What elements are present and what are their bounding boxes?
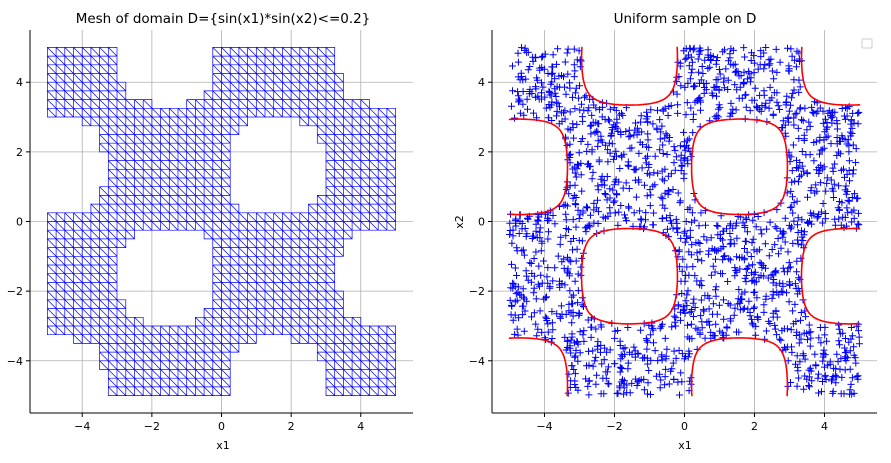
mesh-chart-xtick-label: 2: [288, 420, 295, 433]
mesh-chart-xticks: −4 −2 0 2 4: [74, 413, 364, 433]
sample-chart-boundary: [508, 46, 861, 397]
boundary-curve: [508, 46, 861, 397]
sample-chart-ytick-label: −2: [469, 285, 485, 298]
sample-chart-ytick-label: 4: [478, 76, 485, 89]
mesh-chart-xtick-label: −4: [74, 420, 90, 433]
mesh-chart-panel: Mesh of domain D={sin(x1)*sin(x2)<=0.2} …: [7, 11, 413, 452]
sample-chart-xtick-label: −2: [606, 420, 622, 433]
mesh-chart-xtick-label: 0: [218, 420, 225, 433]
mesh-chart-ytick-label: −4: [7, 355, 23, 368]
mesh-chart-ytick-label: 4: [16, 76, 23, 89]
sample-chart-legend-box: [861, 38, 873, 49]
sample-chart-xtick-label: 2: [751, 420, 758, 433]
mesh-chart-ytick-label: −2: [7, 285, 23, 298]
mesh-chart-xtick-label: 4: [357, 420, 364, 433]
sample-chart-title: Uniform sample on D: [614, 11, 757, 27]
sample-chart-ytick-label: 0: [478, 216, 485, 229]
sample-chart-xtick-label: −4: [536, 420, 552, 433]
mesh-chart-xtick-label: −2: [144, 420, 160, 433]
sample-chart-ytick-label: −4: [469, 355, 485, 368]
mesh-chart-ytick-label: 2: [16, 146, 23, 159]
sample-chart-yticks: −4 −2 0 2 4: [469, 76, 492, 368]
mesh-chart-yticks: −4 −2 0 2 4: [7, 76, 30, 368]
sample-chart-xtick-label: 0: [681, 420, 688, 433]
mesh-chart-x-axis-label: x1: [216, 439, 230, 452]
mesh-chart-ytick-label: 0: [16, 216, 23, 229]
sample-chart-y-axis-label: x2: [453, 215, 466, 229]
sample-chart-xtick-label: 4: [821, 420, 828, 433]
sample-chart-ytick-label: 2: [478, 146, 485, 159]
mesh-chart-mesh: [47, 47, 396, 396]
mesh-chart-title: Mesh of domain D={sin(x1)*sin(x2)<=0.2}: [76, 11, 371, 27]
mesh-triangles: [47, 47, 396, 396]
sample-chart-x-axis-label: x1: [678, 439, 692, 452]
sample-chart-xticks: −4 −2 0 2 4: [536, 413, 828, 433]
sample-chart-panel: Uniform sample on D −4 −2 0 2 4 −4 −2 0 2 4 x1 x…: [453, 11, 877, 452]
